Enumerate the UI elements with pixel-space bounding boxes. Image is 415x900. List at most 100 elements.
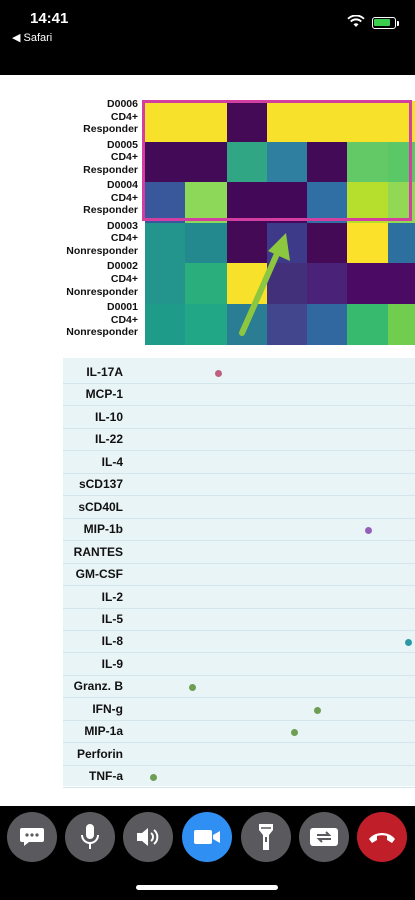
arrow-pointer-icon: [239, 233, 290, 336]
heatmap-cell: [307, 263, 347, 304]
cytokine-row: [63, 699, 415, 721]
switch-camera-button[interactable]: [299, 812, 349, 862]
chat-button[interactable]: [7, 812, 57, 862]
heatmap-cell: [185, 304, 227, 345]
heatmap-cell: [347, 141, 388, 183]
cytokine-data-point: [313, 706, 321, 714]
cytokine-row: [63, 519, 415, 542]
cytokine-label: TNF-a: [89, 769, 123, 784]
responder-highlight-box: [142, 100, 412, 221]
cytokine-row: [63, 407, 415, 429]
cell-type-label: CD4+: [110, 151, 138, 164]
cell-type-label: CD4+: [110, 191, 138, 204]
heatmap-cell: [267, 141, 307, 183]
heatmap-cell: [307, 141, 347, 183]
cytokine-data-point: [214, 370, 222, 377]
response-status-label: Nonresponder: [66, 285, 138, 298]
heatmap-cell: [347, 182, 388, 223]
cytokine-label: IL-8: [101, 634, 123, 649]
cytokine-row: [63, 654, 415, 676]
heatmap-cell: [347, 304, 388, 345]
cytokine-label: MIP-1b: [83, 522, 123, 537]
cytokine-row: [63, 429, 415, 452]
cytokine-row: [63, 474, 415, 497]
cytokine-row: [63, 384, 415, 407]
heatmap-cell: [388, 304, 415, 345]
cytokine-row: [63, 744, 415, 766]
cytokine-label: IL-4: [101, 454, 123, 469]
cytokine-row: [63, 609, 415, 631]
heatmap-cell: [227, 101, 267, 142]
sample-id-label: D0006: [107, 98, 138, 110]
sample-id-label: D0001: [107, 301, 138, 313]
heatmap-cell: [267, 263, 307, 304]
heatmap-cell: [185, 182, 227, 223]
heatmap-cell: [145, 304, 185, 345]
speaker-icon: [135, 826, 161, 848]
heatmap-cell: [227, 222, 267, 264]
speaker-button[interactable]: [123, 812, 173, 862]
heatmap-cell: [267, 182, 307, 223]
battery-tip: [397, 21, 399, 26]
heatmap-cell: [227, 141, 267, 183]
cell-type-label: CD4+: [110, 232, 138, 245]
back-to-app-link[interactable]: ◀ Safari: [12, 32, 53, 44]
microphone-icon: [80, 823, 100, 851]
response-status-label: Nonresponder: [66, 326, 138, 339]
heatmap-cell: [227, 182, 267, 223]
video-camera-icon: [193, 827, 221, 847]
heatmap-cell: [307, 182, 347, 223]
hang-up-button[interactable]: [357, 812, 407, 862]
cytokine-row: [63, 587, 415, 609]
cytokine-label: Granz. B: [73, 679, 123, 694]
hang-up-icon: [367, 830, 397, 844]
cytokine-data-point: [291, 729, 299, 737]
heatmap-cell: [347, 263, 388, 304]
heatmap-cell: [145, 263, 185, 304]
response-status-label: Nonresponder: [66, 245, 138, 257]
heatmap-cell: [145, 182, 185, 223]
switch-camera-icon: [309, 826, 339, 848]
sample-id-label: D0003: [107, 219, 138, 232]
cytokine-row: [63, 631, 415, 654]
chat-icon: [19, 826, 45, 848]
sample-id-label: D0005: [107, 138, 138, 151]
cytokine-row: [63, 452, 415, 474]
microphone-button[interactable]: [65, 812, 115, 862]
cytokine-label: IL-2: [101, 589, 123, 604]
cytokine-panel: [63, 358, 415, 786]
heatmap-cell: [145, 141, 185, 183]
cytokine-label: IFN-g: [92, 701, 123, 716]
cytokine-label: IL-10: [94, 409, 123, 424]
cytokine-data-point: [149, 774, 157, 782]
sample-id-label: D0002: [107, 260, 138, 273]
flashlight-button[interactable]: [241, 812, 291, 862]
home-indicator[interactable]: [136, 885, 278, 890]
cytokine-row: [63, 721, 415, 744]
heatmap-cell: [307, 101, 347, 142]
response-status-label: Responder: [83, 123, 138, 136]
cytokine-label: sCD137: [78, 477, 123, 492]
heatmap-cell: [267, 304, 307, 345]
cytokine-label: IL-17A: [86, 365, 123, 379]
cytokine-label: RANTES: [73, 544, 123, 559]
cytokine-row: [63, 542, 415, 564]
cytokine-label: Perforin: [76, 746, 123, 761]
heatmap-cell: [347, 222, 388, 264]
battery-level: [374, 19, 390, 26]
cytokine-data-point: [189, 684, 197, 692]
heatmap-cell: [388, 222, 415, 264]
flashlight-icon: [257, 822, 275, 852]
cytokine-label: IL-22: [94, 432, 123, 447]
cytokine-row: [63, 676, 415, 699]
wifi-icon: [347, 15, 365, 27]
cell-type-label: CD4+: [110, 110, 138, 123]
cell-type-label: CD4+: [110, 273, 138, 285]
response-status-label: Responder: [83, 163, 138, 176]
clock: 14:41: [30, 10, 69, 27]
cytokine-label: MCP-1: [85, 387, 123, 402]
video-camera-button[interactable]: [182, 812, 232, 862]
cytokine-row: [63, 766, 415, 789]
heatmap-cell: [307, 304, 347, 345]
heatmap-cell: [388, 263, 415, 304]
